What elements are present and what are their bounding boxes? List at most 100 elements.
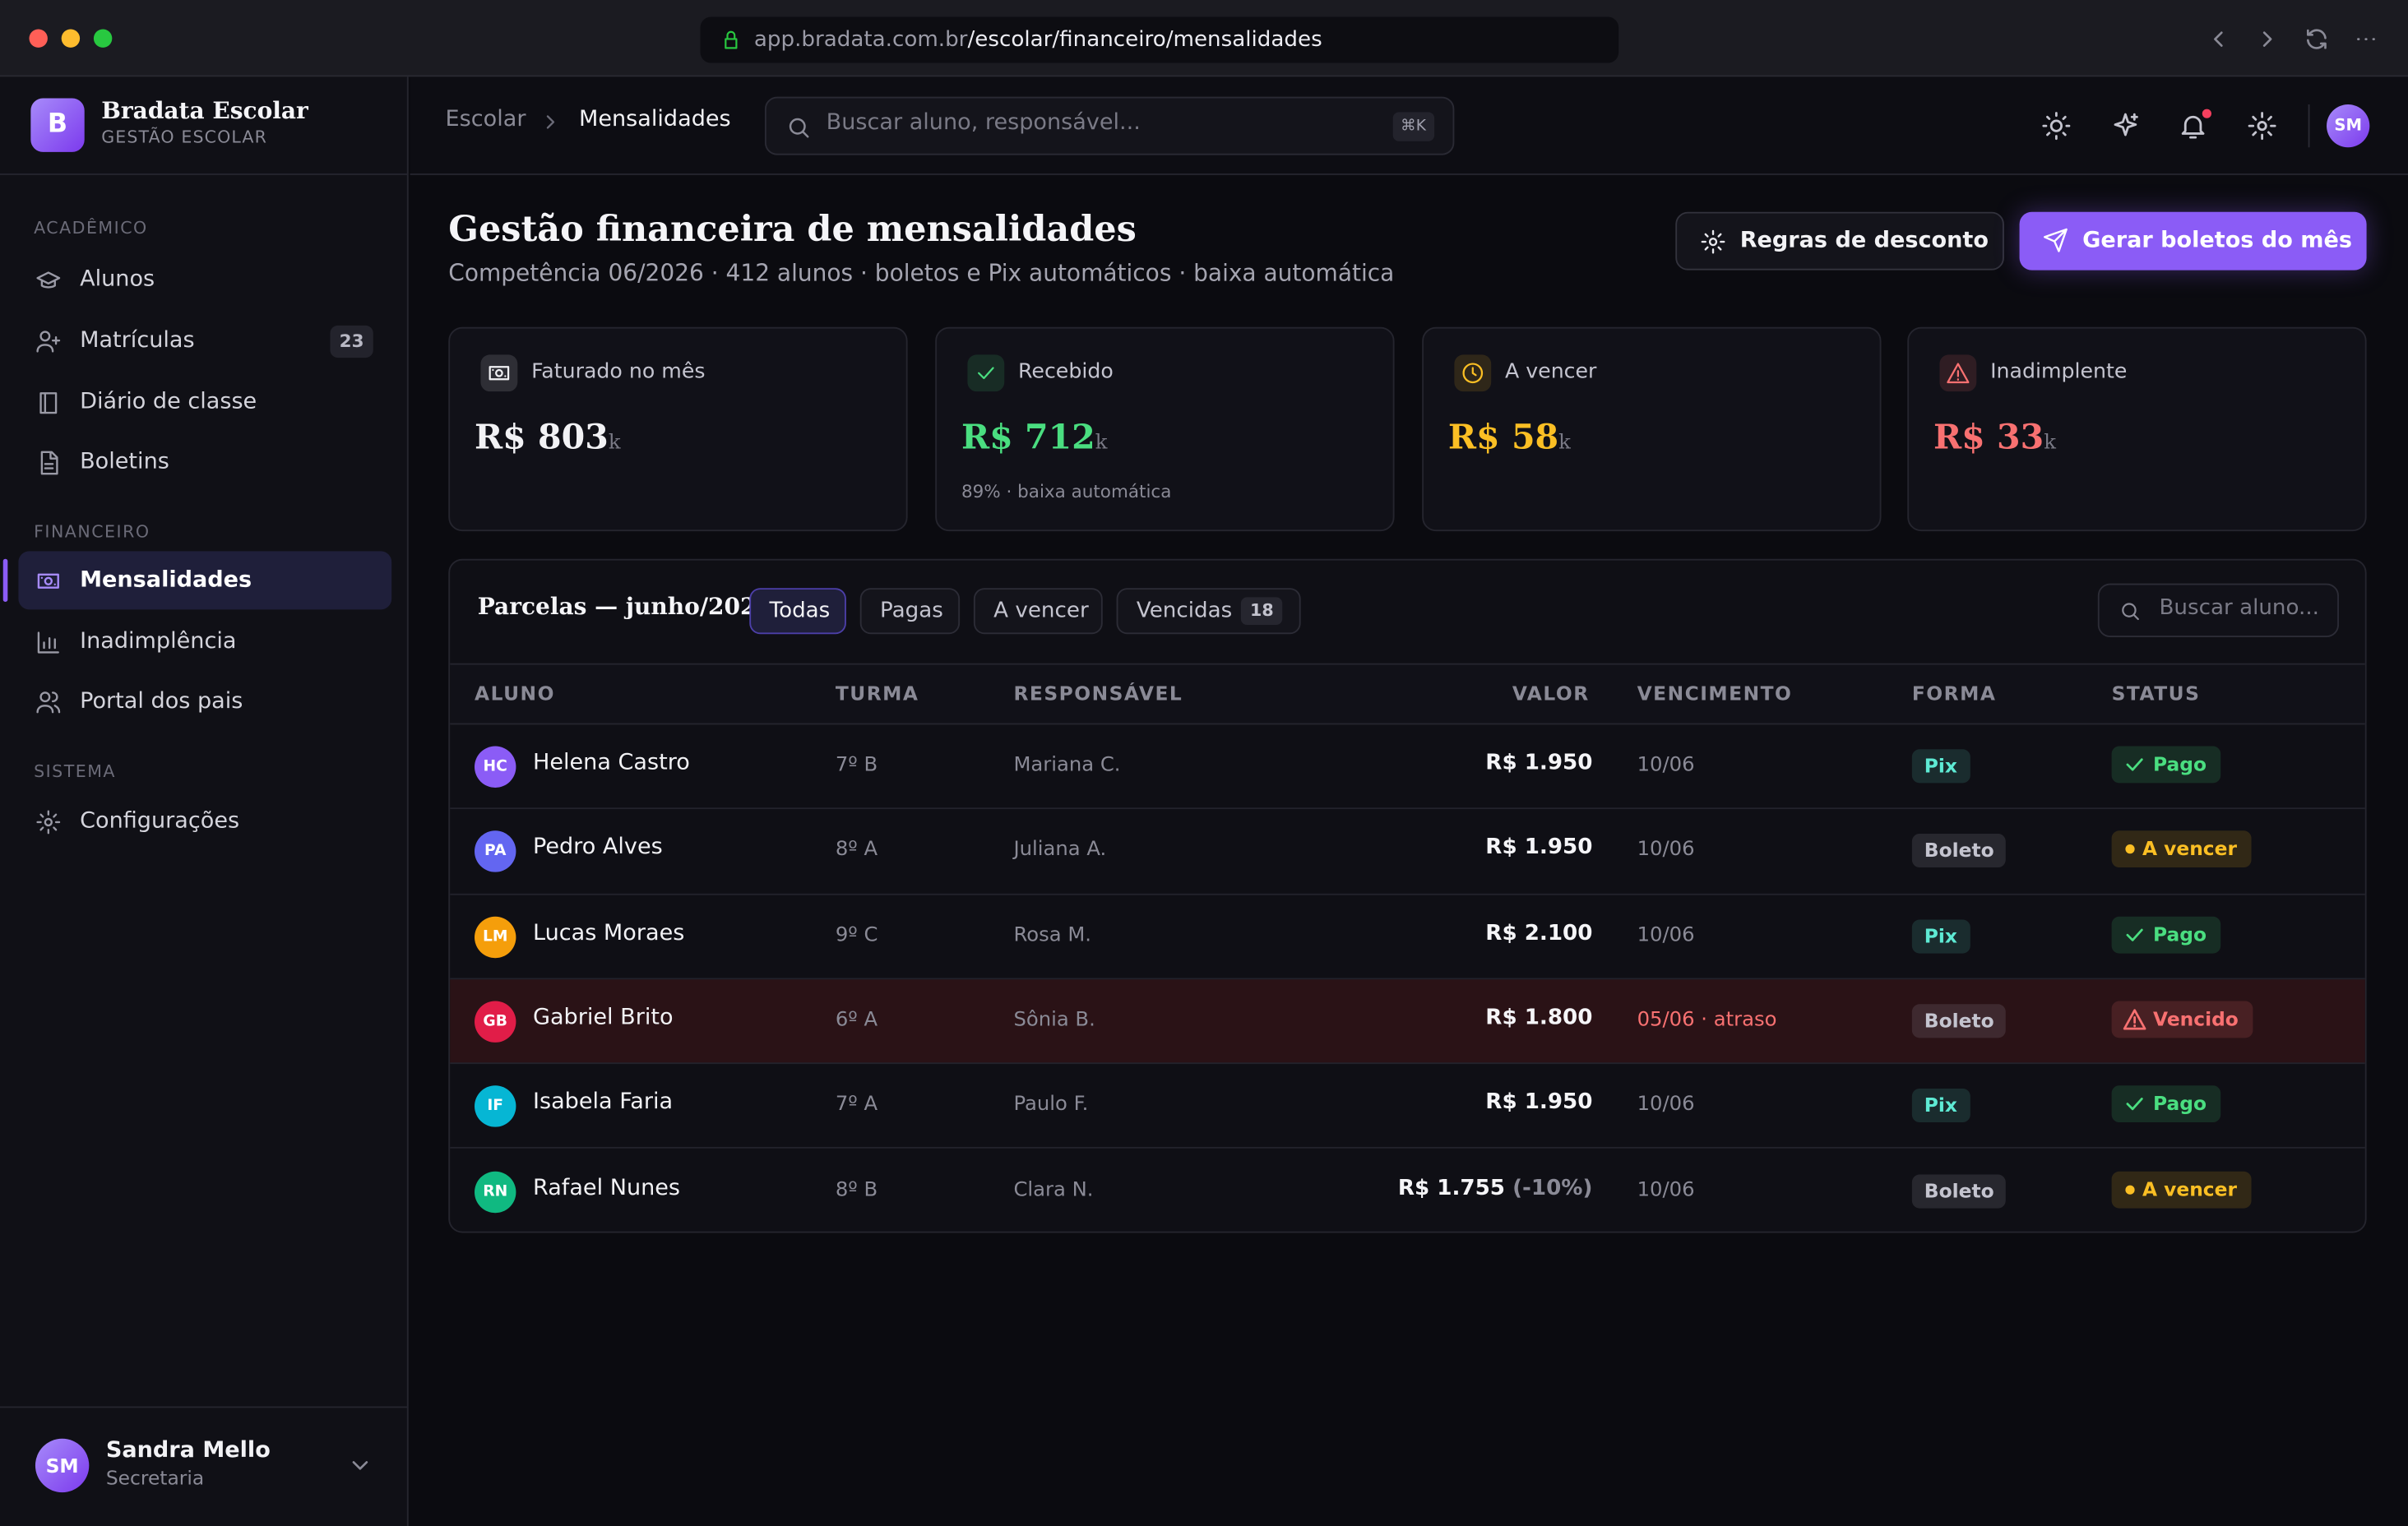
divider [0, 1406, 409, 1408]
global-search[interactable]: Buscar aluno, responsável... ⌘K [764, 96, 1455, 155]
filter-count: 18 [1240, 597, 1283, 626]
column-header: TURMA [835, 682, 919, 705]
guardian: Juliana A. [1013, 839, 1107, 862]
nav-section-title: FINANCEIRO [34, 521, 150, 543]
nav-section-title: SISTEMA [34, 761, 116, 782]
button-icon [2044, 228, 2068, 252]
button-label: Gerar boletos do mês [2082, 229, 2352, 254]
status-badge: Pago [2111, 746, 2220, 784]
kpi-unit: k [1558, 431, 1571, 455]
nav-item[interactable]: Diário de classe [18, 373, 391, 432]
status-icon [2123, 1009, 2146, 1030]
student-avatar: GB [475, 1001, 516, 1043]
table-row[interactable]: GB Gabriel Brito 6º A Sônia B. R$ 1.800 05/06… [450, 979, 2365, 1065]
kpi-unit: k [608, 431, 621, 455]
class: 7º A [835, 1093, 878, 1117]
table-row[interactable]: HC Helena Castro 7º B Mariana C. R$ 1.950 10/… [450, 724, 2365, 810]
search-icon [2122, 603, 2139, 621]
student-avatar: PA [475, 830, 516, 873]
filter-tab[interactable]: A vencer [973, 588, 1103, 635]
kpi-value: R$ 33k [1933, 418, 2056, 458]
divider [2308, 104, 2310, 148]
student-avatar: RN [475, 1170, 516, 1213]
nav-label: Alunos [80, 266, 155, 292]
installments-table: Parcelas — junho/2026 Todas Pagas A vencer V… [448, 558, 2367, 1233]
payment-method: Boleto [1911, 1004, 2007, 1038]
table-title: Parcelas — junho/2026 [477, 592, 773, 621]
class: 8º B [835, 1178, 878, 1202]
table-row[interactable]: IF Isabela Faria 7º A Paulo F. R$ 1.950 10/06… [450, 1064, 2365, 1149]
nav-icon [37, 631, 59, 654]
class: 8º A [835, 839, 878, 862]
nav-label: Portal dos pais [80, 689, 243, 714]
topbar: Escolar Mensalidades Buscar aluno, respons… [410, 76, 2408, 175]
status-label: Pago [2153, 922, 2207, 946]
user-menu-toggle [352, 1461, 368, 1470]
toolbar-button [2181, 115, 2205, 139]
kpi-unit: k [2044, 431, 2056, 455]
amount: R$ 1.950 [1485, 1090, 1592, 1115]
brand-logo: B [30, 98, 85, 152]
student-name: Rafael Nunes [532, 1175, 681, 1200]
status-badge: A vencer [2111, 830, 2251, 868]
filter-label: Todas [769, 599, 831, 624]
payment-method: Pix [1911, 749, 1970, 784]
kpi-icon-glyph [489, 366, 510, 381]
guardian: Paulo F. [1013, 1093, 1089, 1117]
nav-icon [40, 451, 58, 475]
amount: R$ 2.100 [1485, 921, 1592, 946]
toolbar-button [2248, 112, 2276, 141]
kpi-icon-glyph [1947, 363, 1970, 384]
url-path: /escolar/financeiro/mensalidades [967, 27, 1322, 53]
guardian: Rosa M. [1013, 923, 1091, 947]
nav-icon [36, 271, 61, 289]
kpi-number: R$ 712 [961, 417, 1095, 458]
topbar-avatar[interactable]: SM [2327, 104, 2370, 148]
window-control[interactable] [29, 29, 48, 48]
window-control[interactable] [93, 29, 113, 48]
address-bar[interactable]: app.bradata.com.br/escolar/financeiro/me… [700, 16, 1619, 63]
nav-icon [36, 331, 61, 353]
user-name: Sandra Mello [105, 1438, 271, 1464]
filter-tab[interactable]: Pagas [859, 588, 961, 635]
status-label: Vencido [2153, 1006, 2239, 1030]
filter-tab[interactable]: Vencidas 18 [1116, 588, 1301, 635]
table-row[interactable]: RN Rafael Nunes 8º B Clara N. R$ 1.755 (-10%… [450, 1149, 2365, 1232]
nav-label: Diário de classe [80, 390, 257, 415]
shortcut-hint: ⌘K [1392, 112, 1434, 141]
window-control[interactable] [61, 29, 81, 48]
nav-item[interactable]: Inadimplência [18, 613, 391, 671]
breadcrumb-item[interactable]: Escolar [445, 107, 526, 132]
table-search[interactable]: Buscar aluno... [2097, 583, 2339, 637]
nav-item[interactable]: Mensalidades [18, 551, 392, 610]
nav-item[interactable]: Portal dos pais [18, 673, 391, 731]
divider [0, 173, 409, 175]
filter-tab[interactable]: Todas [749, 588, 846, 635]
nav-label: Inadimplência [80, 629, 237, 654]
nav-icon [37, 573, 59, 589]
amount-value: R$ 1.800 [1485, 1005, 1593, 1030]
toolbar-button [2114, 113, 2138, 136]
table-row[interactable]: PA Pedro Alves 8º A Juliana A. R$ 1.950 10/06… [450, 810, 2365, 895]
button-discount-rules[interactable]: Regras de desconto [1675, 211, 2004, 271]
kpi-icon [1939, 354, 1977, 392]
nav-item[interactable]: Boletins [18, 433, 391, 492]
nav-item[interactable]: Configurações [18, 793, 391, 851]
table-row[interactable]: LM Lucas Moraes 9º C Rosa M. R$ 2.100 10/06 Pi… [450, 895, 2365, 980]
guardian: Mariana C. [1013, 753, 1121, 777]
button-generate-boletos[interactable]: Gerar boletos do mês [2019, 211, 2367, 271]
column-header: VENCIMENTO [1637, 682, 1793, 705]
kpi-icon [967, 354, 1005, 392]
nav-item[interactable]: Matrículas 23 [18, 312, 391, 370]
due-date: 05/06 · atraso [1637, 1008, 1777, 1032]
class: 6º A [835, 1008, 878, 1032]
search-icon [789, 118, 809, 138]
kpi-icon [1454, 354, 1492, 392]
nav-icon [39, 392, 58, 414]
student-name: Pedro Alves [532, 835, 663, 861]
nav-item[interactable]: Alunos [18, 250, 391, 308]
page-subtitle: Competência 06/2026 · 412 alunos · bolet… [448, 259, 1395, 288]
search-placeholder: Buscar aluno, responsável... [826, 110, 1141, 136]
class: 9º C [835, 923, 878, 947]
